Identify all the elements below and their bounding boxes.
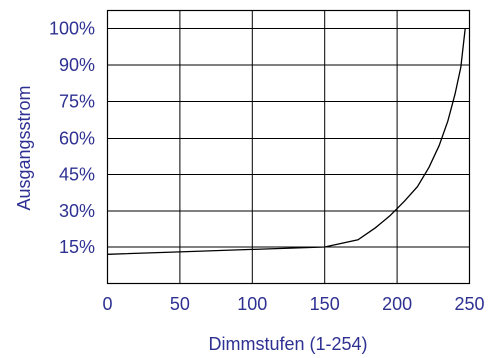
y-tick-label: 15%	[59, 237, 95, 257]
x-tick-label: 200	[382, 294, 412, 314]
x-tick-label: 0	[102, 294, 112, 314]
x-axis-title: Dimmstufen (1-254)	[208, 334, 367, 354]
x-tick-label: 50	[170, 294, 190, 314]
x-tick-label: 100	[237, 294, 267, 314]
plot-frame	[106, 9, 471, 285]
y-tick-label: 90%	[59, 55, 95, 75]
x-tick-label: 250	[454, 294, 484, 314]
y-tick-labels: 15% 30% 45% 60% 75% 90% 100%	[49, 19, 95, 258]
x-tick-label: 150	[310, 294, 340, 314]
series-line	[107, 28, 466, 255]
grid-lines	[107, 10, 470, 284]
y-tick-label: 60%	[59, 129, 95, 149]
y-tick-label: 75%	[59, 92, 95, 112]
y-axis-title: Ausgangsstrom	[14, 85, 34, 210]
x-tick-labels: 0 50 100 150 200 250	[102, 294, 484, 314]
y-tick-label: 100%	[49, 19, 95, 39]
y-tick-label: 30%	[59, 201, 95, 221]
y-tick-label: 45%	[59, 165, 95, 185]
